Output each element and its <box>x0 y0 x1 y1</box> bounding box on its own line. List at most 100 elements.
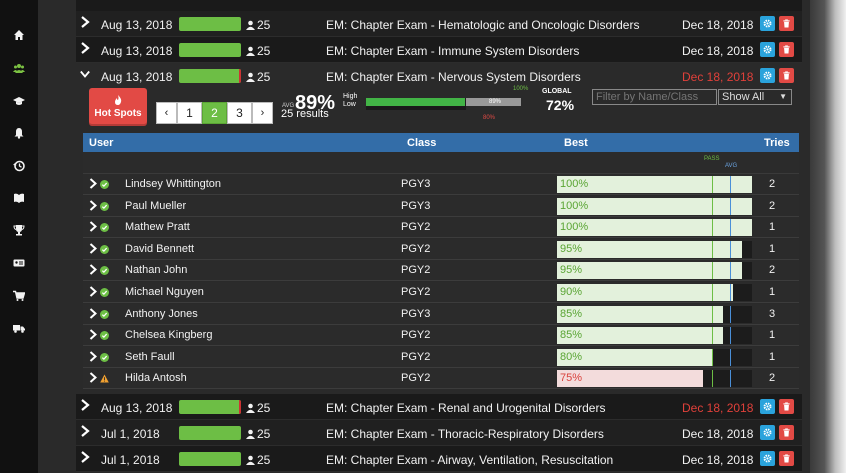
user-name[interactable]: Michael Nguyen <box>125 286 204 298</box>
delete-button[interactable] <box>779 16 794 31</box>
home-icon[interactable] <box>9 27 29 43</box>
settings-button[interactable] <box>760 68 775 83</box>
tries-count: 2 <box>769 178 776 190</box>
table-row[interactable]: Michael Nguyen PGY2 90% 1 <box>83 282 799 303</box>
exam-due-date: Dec 18, 2018 <box>682 401 754 415</box>
exam-title[interactable]: EM: Chapter Exam - Thoracic-Respiratory … <box>326 427 604 441</box>
chevron-right-icon[interactable] <box>89 264 97 278</box>
chevron-right-icon[interactable] <box>89 221 97 235</box>
exam-title[interactable]: EM: Chapter Exam - Immune System Disorde… <box>326 44 580 58</box>
settings-button[interactable] <box>760 399 775 414</box>
delete-button[interactable] <box>779 42 794 57</box>
filter-input[interactable] <box>592 89 717 105</box>
col-tries[interactable]: Tries <box>764 137 790 149</box>
chevron-down-icon[interactable] <box>80 68 92 82</box>
cart-icon[interactable] <box>9 288 29 304</box>
exam-row-expanded[interactable]: Aug 13, 2018 25 EM: Chapter Exam - Nervo… <box>76 63 802 89</box>
table-row[interactable]: Nathan John PGY2 95% 2 <box>83 260 799 282</box>
gear-icon <box>763 19 772 28</box>
exam-row[interactable]: Aug 13, 2018 25 EM: Chapter Exam - Renal… <box>76 394 802 420</box>
user-name[interactable]: Paul Mueller <box>125 199 187 212</box>
chevron-right-icon[interactable] <box>89 372 97 386</box>
exam-title[interactable]: EM: Chapter Exam - Airway, Ventilation, … <box>326 453 614 467</box>
user-name[interactable]: Nathan John <box>125 264 188 277</box>
table-row[interactable]: Chelsea Kingberg PGY2 85% 1 <box>83 325 799 347</box>
range-mid-label: 89% <box>489 99 502 105</box>
user-icon <box>246 429 255 439</box>
score-range-bar <box>366 98 521 106</box>
prev-page-button[interactable]: ‹ <box>156 102 177 124</box>
chevron-right-icon[interactable] <box>80 399 92 413</box>
table-row[interactable]: Anthony Jones PGY3 85% 3 <box>83 303 799 325</box>
chevron-right-icon[interactable] <box>89 199 97 214</box>
delete-button[interactable] <box>779 399 794 414</box>
user-name[interactable]: Mathew Pratt <box>125 221 190 234</box>
exam-due-date: Dec 18, 2018 <box>682 453 754 467</box>
user-icon <box>246 403 255 413</box>
user-name[interactable]: Hilda Antosh <box>125 372 187 385</box>
high-label: High <box>343 93 358 100</box>
table-row[interactable]: Seth Faull PGY2 80% 1 <box>83 346 799 368</box>
users-icon[interactable] <box>9 60 29 76</box>
chevron-right-icon[interactable] <box>80 42 92 56</box>
id-card-icon[interactable] <box>9 255 29 271</box>
col-class[interactable]: Class <box>407 137 437 149</box>
score-range-fill <box>366 98 465 106</box>
user-name[interactable]: Chelsea Kingberg <box>125 329 213 342</box>
table-row[interactable]: Hilda Antosh PGY2 75% 2 <box>83 368 799 390</box>
table-row[interactable]: Mathew Pratt PGY2 100% 1 <box>83 217 799 239</box>
exam-row[interactable]: Aug 13, 2018 25 EM: Chapter Exam - Hemat… <box>76 11 802 37</box>
settings-button[interactable] <box>760 42 775 57</box>
chevron-right-icon[interactable] <box>80 451 92 465</box>
exam-row[interactable]: Aug 13, 2018 25 EM: Chapter Exam - Immun… <box>76 37 802 63</box>
chevron-right-icon[interactable] <box>89 329 97 343</box>
settings-button[interactable] <box>760 425 775 440</box>
exam-title[interactable]: EM: Chapter Exam - Renal and Urogenital … <box>326 401 606 415</box>
table-row[interactable]: David Bennett PGY2 95% 1 <box>83 238 799 260</box>
delete-button[interactable] <box>779 68 794 83</box>
user-name[interactable]: David Bennett <box>125 242 195 255</box>
history-icon[interactable] <box>9 158 29 174</box>
page-2-button[interactable]: 2 <box>202 102 227 124</box>
exam-title[interactable]: EM: Chapter Exam - Hematologic and Oncol… <box>326 18 640 32</box>
page-3-button[interactable]: 3 <box>227 102 252 124</box>
chevron-right-icon[interactable] <box>89 178 97 192</box>
exam-title[interactable]: EM: Chapter Exam - Nervous System Disord… <box>326 70 581 84</box>
user-name[interactable]: Anthony Jones <box>125 307 198 320</box>
chevron-right-icon[interactable] <box>89 351 97 365</box>
chevron-right-icon[interactable] <box>80 16 92 30</box>
chevron-right-icon[interactable] <box>89 243 97 257</box>
exam-row[interactable]: Jul 1, 2018 25 EM: Chapter Exam - Airway… <box>76 446 802 472</box>
graduation-cap-icon[interactable] <box>9 93 29 109</box>
check-circle-icon <box>100 223 109 233</box>
check-circle-icon <box>100 288 109 297</box>
exam-row[interactable]: Jul 1, 2018 25 EM: Chapter Exam - Thorac… <box>76 420 802 446</box>
settings-button[interactable] <box>760 16 775 31</box>
show-select[interactable]: Show All ▼ <box>718 89 792 105</box>
pass-marker <box>712 219 713 237</box>
avg-marker <box>730 219 731 237</box>
gear-icon <box>763 428 772 437</box>
hot-spots-button[interactable]: Hot Spots <box>89 88 147 126</box>
table-row[interactable]: Paul Mueller PGY3 100% 2 <box>83 195 799 217</box>
bell-icon[interactable] <box>9 125 29 141</box>
page-1-button[interactable]: 1 <box>177 102 202 124</box>
delete-button[interactable] <box>779 425 794 440</box>
delete-button[interactable] <box>779 451 794 466</box>
book-icon[interactable] <box>9 190 29 206</box>
user-name[interactable]: Seth Faull <box>125 350 175 363</box>
chevron-right-icon[interactable] <box>80 425 92 439</box>
chevron-right-icon[interactable] <box>89 307 97 322</box>
best-score-fill <box>557 305 723 323</box>
col-best[interactable]: Best <box>564 137 588 149</box>
col-user[interactable]: User <box>89 137 114 149</box>
table-header: User Class Best Tries <box>83 133 799 152</box>
next-page-button[interactable]: › <box>252 102 273 124</box>
avg-marker-label: AVG <box>725 163 738 169</box>
truck-icon[interactable] <box>9 320 29 336</box>
table-row[interactable]: Lindsey Whittington PGY3 100% 2 <box>83 174 799 195</box>
trophy-icon[interactable] <box>9 222 29 238</box>
user-name[interactable]: Lindsey Whittington <box>125 178 221 190</box>
chevron-right-icon[interactable] <box>89 286 97 300</box>
settings-button[interactable] <box>760 451 775 466</box>
